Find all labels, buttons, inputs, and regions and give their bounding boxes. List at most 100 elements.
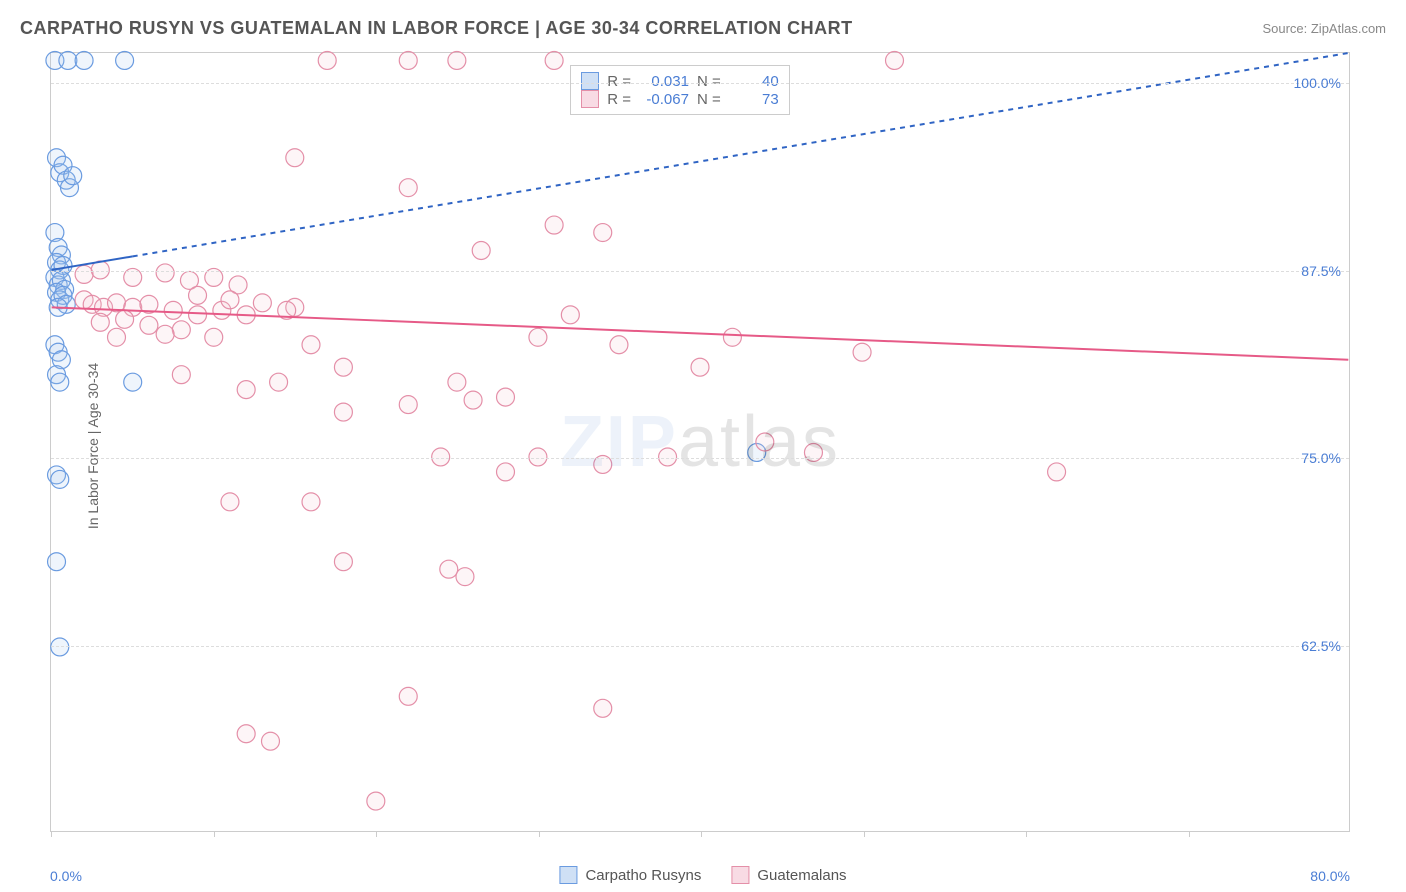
data-point xyxy=(545,216,563,234)
x-tick xyxy=(539,831,540,837)
gridline xyxy=(51,83,1349,84)
data-point xyxy=(1048,463,1066,481)
source-attribution: Source: ZipAtlas.com xyxy=(1262,21,1386,36)
legend-swatch xyxy=(731,866,749,884)
data-point xyxy=(156,325,174,343)
gridline xyxy=(51,271,1349,272)
data-point xyxy=(237,725,255,743)
data-point xyxy=(334,553,352,571)
data-point xyxy=(399,52,417,70)
stats-row: R =0.031N =40 xyxy=(581,72,779,90)
data-point xyxy=(270,373,288,391)
chart-header: CARPATHO RUSYN VS GUATEMALAN IN LABOR FO… xyxy=(20,18,1386,39)
data-point xyxy=(91,313,109,331)
series-legend: Carpatho Rusyns Guatemalans xyxy=(559,866,846,884)
data-point xyxy=(448,52,466,70)
data-point xyxy=(594,224,612,242)
data-point xyxy=(561,306,579,324)
data-point xyxy=(116,52,134,70)
n-value: 40 xyxy=(729,73,779,90)
y-tick-label: 75.0% xyxy=(1301,450,1341,466)
data-point xyxy=(75,52,93,70)
data-point xyxy=(399,687,417,705)
data-point xyxy=(48,553,66,571)
stats-swatch xyxy=(581,72,599,90)
y-tick-label: 62.5% xyxy=(1301,638,1341,654)
plot-area: ZIPatlas R =0.031N =40R =-0.067N =73 62.… xyxy=(50,52,1350,832)
x-tick xyxy=(51,831,52,837)
data-point xyxy=(189,306,207,324)
n-label: N = xyxy=(697,91,721,108)
data-point xyxy=(472,242,490,260)
data-point xyxy=(334,403,352,421)
r-value: -0.067 xyxy=(639,91,689,108)
legend-label: Guatemalans xyxy=(757,867,846,884)
data-point xyxy=(367,792,385,810)
data-point xyxy=(610,336,628,354)
n-value: 73 xyxy=(729,91,779,108)
legend-item: Carpatho Rusyns xyxy=(559,866,701,884)
data-point xyxy=(691,358,709,376)
data-point xyxy=(253,294,271,312)
data-point xyxy=(497,388,515,406)
x-tick xyxy=(376,831,377,837)
data-point xyxy=(59,52,77,70)
data-point xyxy=(51,638,69,656)
data-point xyxy=(156,264,174,282)
data-point xyxy=(140,316,158,334)
x-tick xyxy=(214,831,215,837)
data-point xyxy=(108,328,126,346)
data-point xyxy=(440,560,458,578)
data-point xyxy=(302,336,320,354)
data-point xyxy=(886,52,904,70)
data-point xyxy=(448,373,466,391)
data-point xyxy=(464,391,482,409)
trend-line-solid xyxy=(52,307,1349,359)
n-label: N = xyxy=(697,73,721,90)
data-point xyxy=(189,286,207,304)
data-point xyxy=(432,448,450,466)
x-tick xyxy=(864,831,865,837)
scatter-plot-svg xyxy=(51,53,1349,831)
gridline xyxy=(51,646,1349,647)
stats-row: R = -0.067 N = 73 xyxy=(581,90,779,108)
data-point xyxy=(456,568,474,586)
legend-label: Carpatho Rusyns xyxy=(585,867,701,884)
data-point xyxy=(529,448,547,466)
data-point xyxy=(318,52,336,70)
data-point xyxy=(756,433,774,451)
x-tick xyxy=(1189,831,1190,837)
data-point xyxy=(399,396,417,414)
x-tick xyxy=(1026,831,1027,837)
y-tick-label: 87.5% xyxy=(1301,263,1341,279)
data-point xyxy=(262,732,280,750)
data-point xyxy=(545,52,563,70)
data-point xyxy=(594,699,612,717)
data-point xyxy=(221,291,239,309)
data-point xyxy=(172,321,190,339)
data-point xyxy=(172,366,190,384)
chart-title: CARPATHO RUSYN VS GUATEMALAN IN LABOR FO… xyxy=(20,18,853,39)
y-tick-label: 100.0% xyxy=(1294,75,1341,91)
data-point xyxy=(334,358,352,376)
x-tick xyxy=(701,831,702,837)
correlation-stats-box: R =0.031N =40R =-0.067N =73 xyxy=(570,65,790,115)
stats-swatch xyxy=(581,90,599,108)
r-label: R = xyxy=(607,91,631,108)
data-point xyxy=(659,448,677,466)
r-label: R = xyxy=(607,73,631,90)
data-point xyxy=(497,463,515,481)
data-point xyxy=(286,149,304,167)
data-point xyxy=(302,493,320,511)
data-point xyxy=(237,381,255,399)
data-point xyxy=(51,470,69,488)
legend-item: Guatemalans xyxy=(731,866,846,884)
data-point xyxy=(164,301,182,319)
data-point xyxy=(205,328,223,346)
legend-swatch xyxy=(559,866,577,884)
data-point xyxy=(723,328,741,346)
data-point xyxy=(51,373,69,391)
data-point xyxy=(853,343,871,361)
data-point xyxy=(64,167,82,185)
x-axis-max-label: 80.0% xyxy=(1310,868,1350,884)
